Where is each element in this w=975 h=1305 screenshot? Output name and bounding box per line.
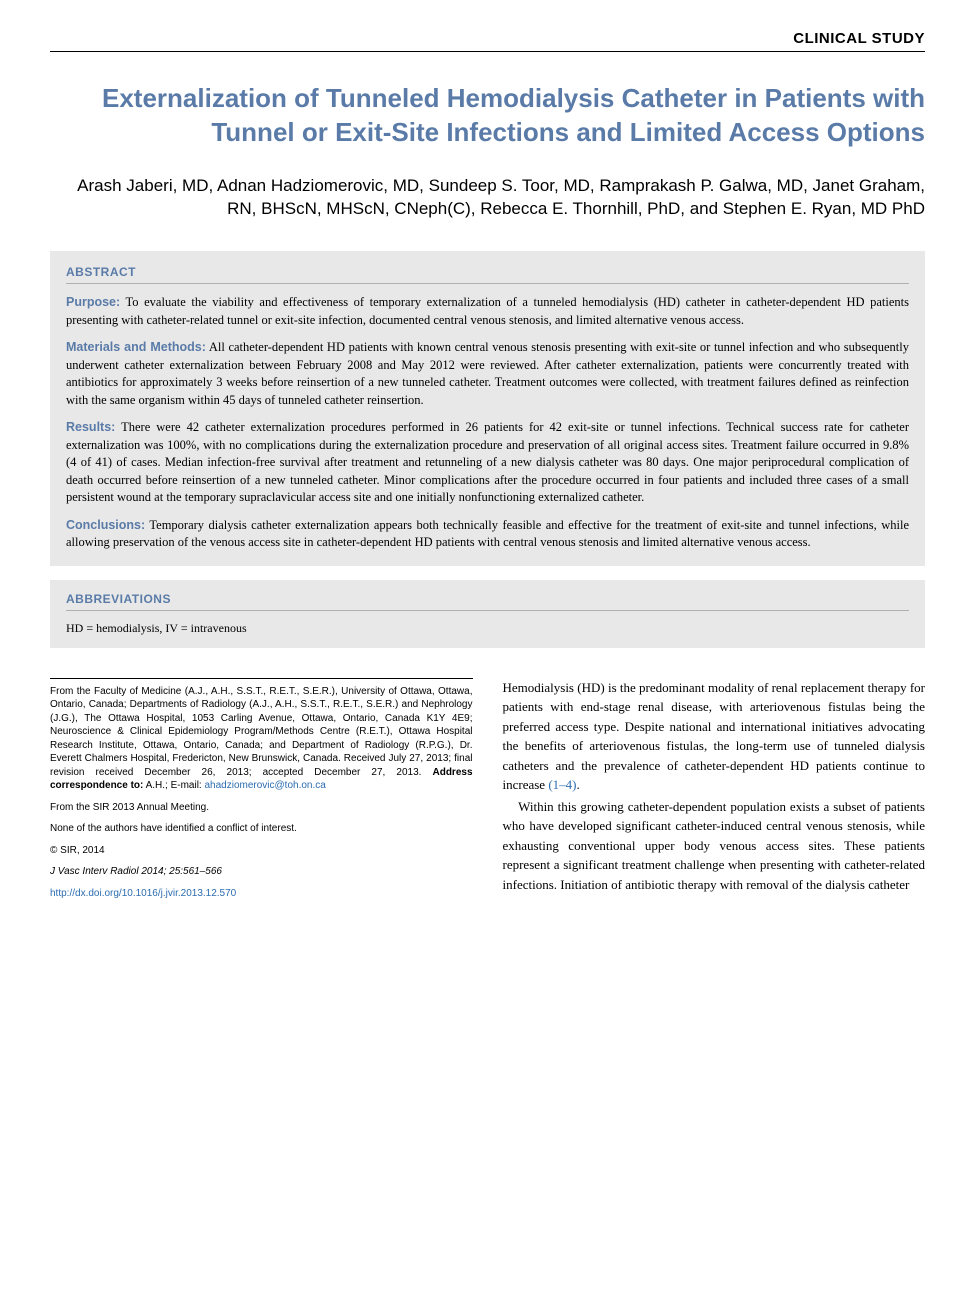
conclusions-text: Temporary dialysis catheter externalizat… <box>66 518 909 550</box>
abstract-methods: Materials and Methods: All catheter-depe… <box>66 339 909 409</box>
conclusions-label: Conclusions: <box>66 518 145 532</box>
methods-label: Materials and Methods: <box>66 340 206 354</box>
affiliation-text: From the Faculty of Medicine (A.J., A.H.… <box>50 686 473 778</box>
results-label: Results: <box>66 420 115 434</box>
article-title: Externalization of Tunneled Hemodialysis… <box>50 82 925 150</box>
footnote-block: From the Faculty of Medicine (A.J., A.H.… <box>50 678 473 909</box>
lower-columns: From the Faculty of Medicine (A.J., A.H.… <box>50 678 925 909</box>
doi-link[interactable]: http://dx.doi.org/10.1016/j.jvir.2013.12… <box>50 888 236 899</box>
citation-link-1-4[interactable]: (1–4) <box>548 777 576 792</box>
abbreviations-box: ABBREVIATIONS HD = hemodialysis, IV = in… <box>50 580 925 648</box>
abstract-heading: ABSTRACT <box>66 265 909 284</box>
results-text: There were 42 catheter externalization p… <box>66 420 909 504</box>
abbreviations-heading: ABBREVIATIONS <box>66 592 909 611</box>
abbreviations-text: HD = hemodialysis, IV = intravenous <box>66 621 909 636</box>
body-paragraph-2: Within this growing catheter-dependent p… <box>503 797 926 895</box>
body-column: Hemodialysis (HD) is the predominant mod… <box>503 678 926 909</box>
body-paragraph-1: Hemodialysis (HD) is the predominant mod… <box>503 678 926 795</box>
correspondence-text: A.H.; E-mail: <box>143 780 204 791</box>
abstract-box: ABSTRACT Purpose: To evaluate the viabil… <box>50 251 925 566</box>
correspondence-email-link[interactable]: ahadziomerovic@toh.on.ca <box>204 780 325 791</box>
abstract-conclusions: Conclusions: Temporary dialysis catheter… <box>66 517 909 552</box>
copyright-footnote: © SIR, 2014 <box>50 844 473 858</box>
meeting-footnote: From the SIR 2013 Annual Meeting. <box>50 801 473 815</box>
doi-footnote: http://dx.doi.org/10.1016/j.jvir.2013.12… <box>50 887 473 901</box>
body-p1-pre: Hemodialysis (HD) is the predominant mod… <box>503 680 926 793</box>
purpose-text: To evaluate the viability and effectiven… <box>66 295 909 327</box>
abstract-results: Results: There were 42 catheter external… <box>66 419 909 507</box>
affiliation-footnote: From the Faculty of Medicine (A.J., A.H.… <box>50 685 473 793</box>
footnote-column: From the Faculty of Medicine (A.J., A.H.… <box>50 678 473 909</box>
article-category: CLINICAL STUDY <box>50 30 925 52</box>
citation-footnote: J Vasc Interv Radiol 2014; 25:561–566 <box>50 865 473 879</box>
conflict-footnote: None of the authors have identified a co… <box>50 822 473 836</box>
abstract-purpose: Purpose: To evaluate the viability and e… <box>66 294 909 329</box>
author-list: Arash Jaberi, MD, Adnan Hadziomerovic, M… <box>50 174 925 222</box>
body-p1-post: . <box>577 777 580 792</box>
purpose-label: Purpose: <box>66 295 120 309</box>
